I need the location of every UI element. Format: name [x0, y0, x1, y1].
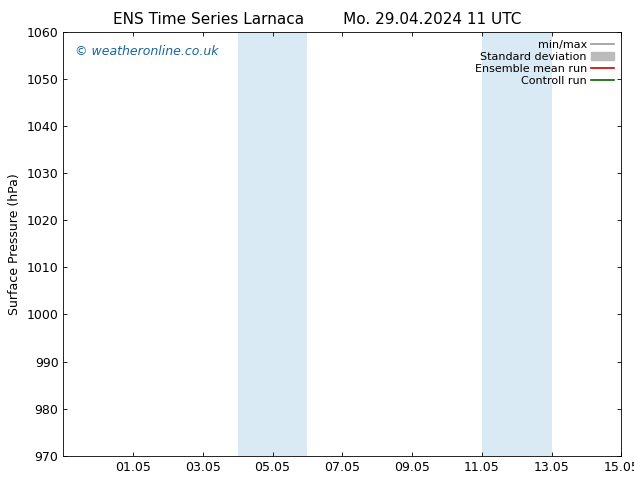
Bar — [238, 32, 307, 456]
Y-axis label: Surface Pressure (hPa): Surface Pressure (hPa) — [8, 173, 21, 315]
Legend: min/max, Standard deviation, Ensemble mean run, Controll run: min/max, Standard deviation, Ensemble me… — [472, 37, 616, 89]
Text: © weatheronline.co.uk: © weatheronline.co.uk — [75, 45, 218, 57]
Bar — [482, 32, 552, 456]
Text: ENS Time Series Larnaca        Mo. 29.04.2024 11 UTC: ENS Time Series Larnaca Mo. 29.04.2024 1… — [113, 12, 521, 27]
